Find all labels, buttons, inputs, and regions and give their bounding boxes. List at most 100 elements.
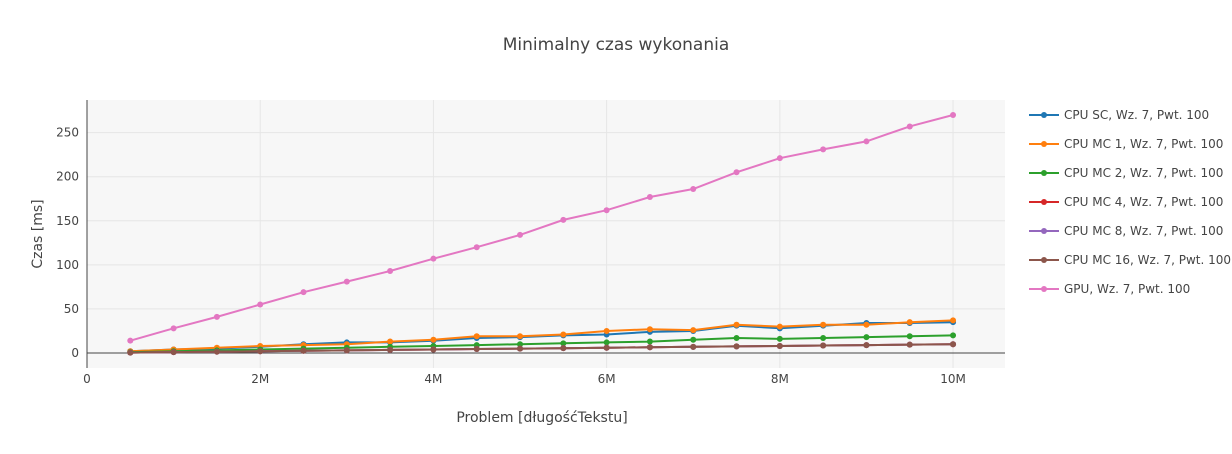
legend-item[interactable]: CPU MC 4, Wz. 7, Pwt. 100 — [1029, 195, 1223, 209]
data-point — [473, 333, 480, 340]
data-point — [257, 301, 264, 308]
data-point — [213, 313, 220, 320]
data-point — [603, 339, 610, 346]
y-axis-title: Czas [ms] — [30, 199, 46, 268]
data-point — [863, 334, 870, 341]
data-point — [473, 244, 480, 251]
series-line — [130, 319, 954, 353]
data-point — [560, 331, 567, 338]
data-point — [733, 343, 740, 350]
legend-item[interactable]: CPU MC 8, Wz. 7, Pwt. 100 — [1029, 224, 1223, 238]
data-point — [776, 335, 783, 342]
data-point — [517, 341, 524, 348]
legend-label: CPU MC 4, Wz. 7, Pwt. 100 — [1064, 195, 1223, 209]
legend-swatch-marker — [1041, 199, 1047, 205]
data-point — [603, 327, 610, 334]
data-point — [690, 186, 697, 193]
data-point — [257, 348, 264, 355]
y-tick-label: 100 — [56, 258, 79, 272]
y-tick-label: 200 — [56, 170, 79, 184]
data-point — [560, 216, 567, 223]
data-point — [950, 341, 957, 348]
data-point — [300, 347, 307, 354]
data-point — [820, 321, 827, 328]
data-point — [646, 193, 653, 200]
data-point — [906, 333, 913, 340]
data-point — [863, 138, 870, 145]
data-point — [560, 345, 567, 352]
data-point — [820, 342, 827, 349]
y-tick-label: 150 — [56, 214, 79, 228]
series-line — [130, 334, 954, 354]
data-point — [863, 321, 870, 328]
data-point — [776, 342, 783, 349]
data-point — [387, 346, 394, 353]
x-tick-label: 8M — [771, 372, 789, 386]
series-line — [130, 114, 954, 342]
data-point — [950, 111, 957, 118]
data-point — [690, 327, 697, 334]
data-point — [517, 345, 524, 352]
data-point — [646, 326, 653, 333]
x-axis-title: Problem [długośćTekstu] — [456, 410, 627, 426]
data-point — [343, 278, 350, 285]
legend-item[interactable]: CPU SC, Wz. 7, Pwt. 100 — [1029, 108, 1209, 122]
data-point — [517, 333, 524, 340]
data-point — [776, 155, 783, 162]
data-point — [646, 344, 653, 351]
data-point — [430, 336, 437, 343]
data-point — [733, 335, 740, 342]
legend-label: CPU MC 1, Wz. 7, Pwt. 100 — [1064, 137, 1223, 151]
y-tick-label: 50 — [64, 302, 79, 316]
data-point — [906, 341, 913, 348]
legend-swatch-marker — [1041, 257, 1047, 263]
legend-item[interactable]: CPU MC 2, Wz. 7, Pwt. 100 — [1029, 166, 1223, 180]
data-point — [387, 268, 394, 275]
chart-title: Minimalny czas wykonania — [503, 35, 730, 55]
x-tick-label: 2M — [251, 372, 269, 386]
data-point — [733, 169, 740, 176]
data-point — [430, 255, 437, 262]
data-point — [950, 332, 957, 339]
data-point — [776, 323, 783, 330]
x-tick-label: 4M — [424, 372, 442, 386]
legend-label: CPU MC 8, Wz. 7, Pwt. 100 — [1064, 224, 1223, 238]
data-point — [950, 317, 957, 324]
data-point — [690, 336, 697, 343]
data-point — [430, 346, 437, 353]
data-point — [127, 349, 134, 356]
data-point — [733, 321, 740, 328]
x-tick-label: 6M — [598, 372, 616, 386]
legend-item[interactable]: CPU MC 16, Wz. 7, Pwt. 100 — [1029, 253, 1231, 267]
legend-item[interactable]: GPU, Wz. 7, Pwt. 100 — [1029, 282, 1190, 296]
legend-swatch-marker — [1041, 228, 1047, 234]
legend-item[interactable]: CPU MC 1, Wz. 7, Pwt. 100 — [1029, 137, 1223, 151]
legend-swatch-marker — [1041, 170, 1047, 176]
series — [127, 111, 957, 356]
data-point — [906, 123, 913, 130]
x-tick-label: 10M — [940, 372, 966, 386]
data-point — [560, 340, 567, 347]
legend[interactable]: CPU SC, Wz. 7, Pwt. 100 CPU MC 1, Wz. 7, … — [1029, 108, 1231, 296]
data-point — [603, 207, 610, 214]
y-tick-label: 250 — [56, 126, 79, 140]
data-point — [170, 325, 177, 332]
data-point — [603, 344, 610, 351]
legend-label: CPU SC, Wz. 7, Pwt. 100 — [1064, 108, 1209, 122]
data-point — [517, 231, 524, 238]
data-point — [863, 342, 870, 349]
data-point — [300, 289, 307, 296]
data-point — [820, 146, 827, 153]
data-point — [820, 335, 827, 342]
legend-label: CPU MC 16, Wz. 7, Pwt. 100 — [1064, 253, 1231, 267]
legend-swatch-marker — [1041, 112, 1047, 118]
data-point — [170, 349, 177, 356]
legend-label: CPU MC 2, Wz. 7, Pwt. 100 — [1064, 166, 1223, 180]
legend-swatch-marker — [1041, 286, 1047, 292]
legend-label: GPU, Wz. 7, Pwt. 100 — [1064, 282, 1190, 296]
grid — [87, 100, 1005, 368]
data-point — [473, 346, 480, 353]
axes: 0 2M 4M 6M 8M 10M 0 50 100 150 200 250 — [56, 100, 1005, 386]
